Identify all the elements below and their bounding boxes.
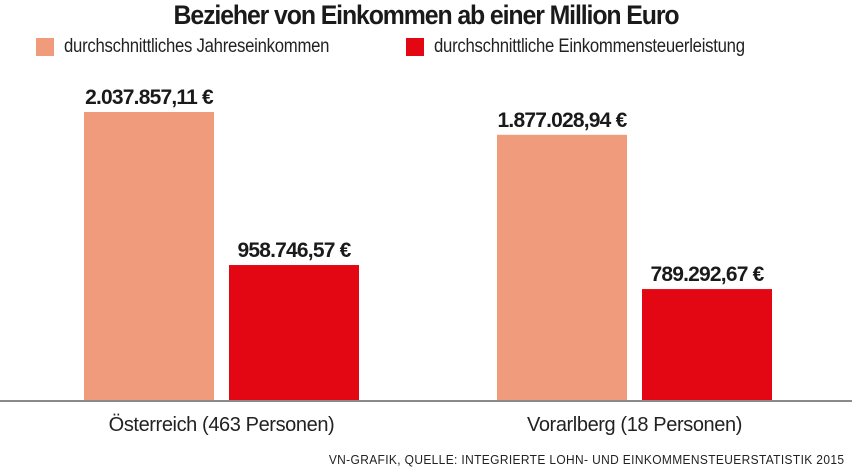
bar-sterreich-einkommensteuer [229,265,359,401]
bar-vorarlberg-jahreseinkommen [497,134,627,401]
value-label-vorarlberg-einkommensteuer: 789.292,67 € [650,263,764,286]
bars-group [84,112,772,401]
value-labels-group: 2.037.857,11 € 958.746,57 € 1.877.028,94 €… [85,86,765,286]
category-label-vorarlberg: Vorarlberg (18 Personen) [527,414,742,436]
legend-label-einkommensteuer: durchschnittliche Einkommensteuerleistun… [434,36,745,57]
value-label-sterreich-jahreseinkommen: 2.037.857,11 € [85,86,214,109]
category-label-sterreich: Österreich (463 Personen) [109,414,335,436]
bar-sterreich-jahreseinkommen [84,112,214,401]
value-label-sterreich-einkommensteuer: 958.746,57 € [237,239,351,262]
value-label-vorarlberg-jahreseinkommen: 1.877.028,94 € [498,109,628,132]
category-labels-group: Österreich (463 Personen) Vorarlberg (18 … [109,414,743,436]
source-note: VN-GRAFIK, QUELLE: INTEGRIERTE LOHN- UND… [328,452,844,467]
legend-swatch-jahreseinkommen [36,38,54,56]
legend-item-jahreseinkommen: durchschnittliches Jahreseinkommen [36,36,365,58]
legend: durchschnittliches Jahreseinkommen durch… [0,36,852,60]
legend-label-jahreseinkommen: durchschnittliches Jahreseinkommen [64,36,330,57]
legend-swatch-einkommensteuer [406,38,424,56]
bar-vorarlberg-einkommensteuer [642,289,772,401]
legend-item-einkommensteuer: durchschnittliche Einkommensteuerleistun… [406,36,787,58]
chart-title: Bezieher von Einkommen ab einer Million … [173,0,680,30]
